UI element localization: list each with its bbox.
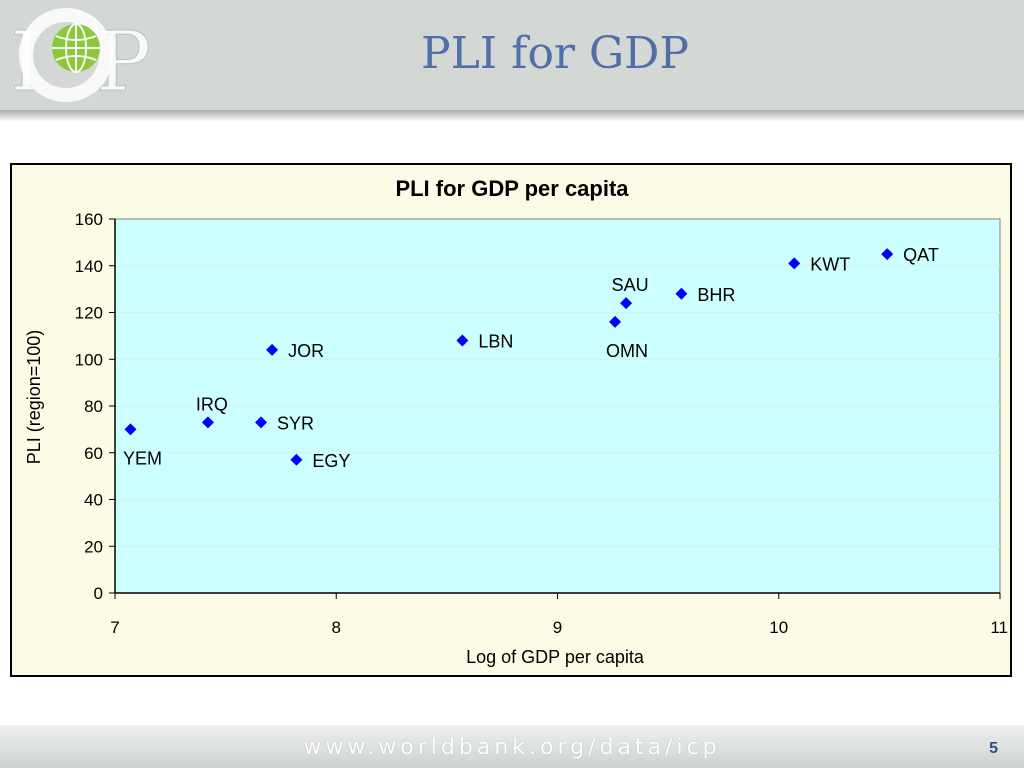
point-layer: YEM IRQ SYR JOR EGY LBN OMN SAU BHR KWT QAT	[123, 245, 939, 471]
point-label-omn: OMN	[606, 341, 648, 361]
point-egy	[290, 453, 303, 466]
slide-footer	[0, 725, 1024, 768]
point-omn	[609, 315, 622, 328]
y-tick-label-140: 140	[75, 257, 103, 276]
page-number: 5	[989, 740, 998, 757]
point-sau	[620, 297, 633, 310]
x-axis-label: Log of GDP per capita	[466, 647, 645, 667]
chart-frame: 0 20 40 60 80 100 120 140 160 7 8 9 10 11 YEM IRQ SYR JO…	[10, 163, 1012, 677]
point-label-bhr: BHR	[697, 285, 735, 305]
point-bhr	[675, 287, 688, 300]
point-label-syr: SYR	[277, 413, 314, 433]
grid-layer	[114, 218, 1001, 594]
point-yem	[124, 423, 137, 436]
axis-layer: 0 20 40 60 80 100 120 140 160 7 8 9 10 11	[75, 210, 1008, 637]
point-lbn	[456, 334, 469, 347]
point-qat	[881, 248, 894, 261]
point-label-sau: SAU	[612, 275, 649, 295]
point-label-jor: JOR	[288, 341, 324, 361]
point-label-egy: EGY	[312, 451, 350, 471]
point-label-kwt: KWT	[810, 254, 850, 274]
x-tick-label-7: 7	[110, 618, 119, 637]
footer-url: www.worldbank.org/data/icp	[303, 735, 721, 760]
x-tick-label-10: 10	[769, 618, 788, 637]
y-tick-label-160: 160	[75, 210, 103, 229]
point-jor	[266, 343, 279, 356]
point-label-qat: QAT	[903, 245, 939, 265]
y-tick-label-120: 120	[75, 304, 103, 323]
y-tick-label-0: 0	[94, 584, 103, 603]
header-shadow	[0, 110, 1024, 122]
chart-title: PLI for GDP per capita	[395, 176, 629, 201]
y-tick-label-60: 60	[84, 444, 103, 463]
x-tick-label-11: 11	[990, 618, 1008, 637]
y-tick-label-80: 80	[84, 397, 103, 416]
y-tick-label-40: 40	[84, 491, 103, 510]
slide-title: PLI for GDP	[420, 28, 690, 79]
point-irq	[201, 416, 214, 429]
scatter-chart: 0 20 40 60 80 100 120 140 160 7 8 9 10 11 YEM IRQ SYR JO…	[24, 176, 1008, 667]
slide-header	[0, 0, 1024, 110]
point-label-irq: IRQ	[196, 394, 228, 414]
point-label-yem: YEM	[123, 448, 162, 468]
y-tick-label-100: 100	[75, 350, 103, 369]
y-axis-label: PLI (region=100)	[24, 330, 44, 465]
y-tick-label-20: 20	[84, 537, 103, 556]
point-label-lbn: LBN	[478, 332, 513, 352]
point-syr	[255, 416, 268, 429]
x-tick-label-9: 9	[553, 618, 562, 637]
x-tick-label-8: 8	[332, 618, 341, 637]
icp-logo: I P	[10, 8, 152, 110]
point-kwt	[788, 257, 801, 270]
